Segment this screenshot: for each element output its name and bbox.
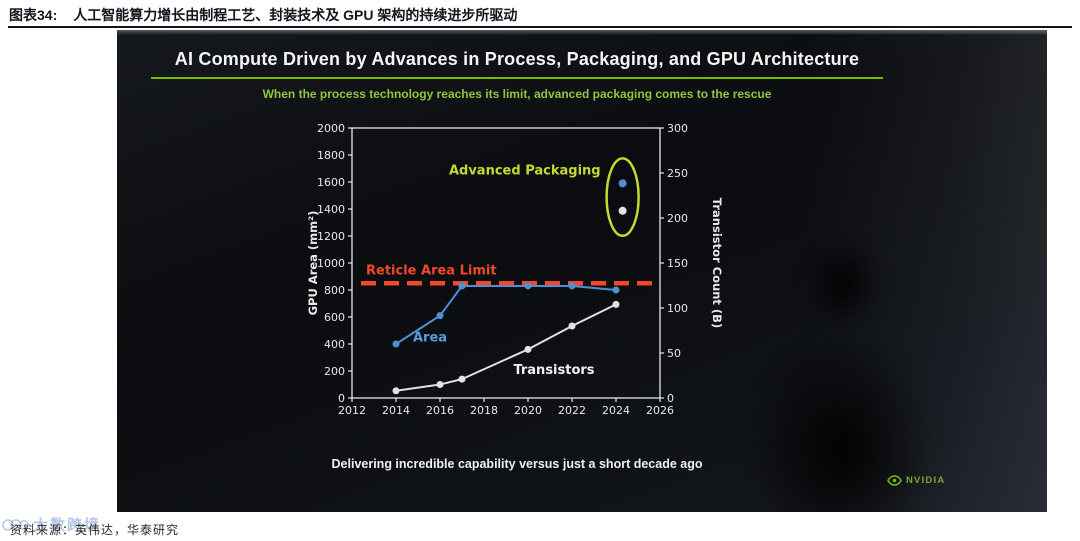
watermark-text: 大数跨境 <box>33 517 102 534</box>
svg-text:200: 200 <box>667 212 688 225</box>
svg-text:2018: 2018 <box>470 404 498 417</box>
series-area <box>392 282 620 348</box>
svg-text:2024: 2024 <box>602 404 630 417</box>
presenter-shadow <box>672 239 992 512</box>
slide-title: AI Compute Driven by Advances in Process… <box>174 49 860 69</box>
advanced-packaging-ellipse <box>605 157 640 238</box>
nvidia-logo: NVIDIA <box>887 475 945 486</box>
watermark-rings-icon <box>2 518 29 531</box>
svg-text:2000: 2000 <box>317 122 345 135</box>
svg-text:2016: 2016 <box>426 404 454 417</box>
left-axis-title: GPU Area (mm²) <box>307 211 320 316</box>
svg-text:2022: 2022 <box>558 404 586 417</box>
slide-photo: AI Compute Driven by Advances in Process… <box>117 30 1047 512</box>
advanced-packaging-label: Advanced Packaging <box>449 163 601 178</box>
advanced-packaging-point <box>618 179 627 188</box>
watermark: 大数跨境 <box>2 514 101 535</box>
svg-text:1600: 1600 <box>317 176 345 189</box>
nvidia-wordmark: NVIDIA <box>906 475 946 486</box>
svg-text:600: 600 <box>324 311 345 324</box>
series-transistors <box>392 300 620 395</box>
slide-subtitle: When the process technology reaches its … <box>262 87 772 101</box>
svg-text:0: 0 <box>338 392 345 405</box>
area-series-label: Area <box>413 331 447 346</box>
svg-text:2026: 2026 <box>646 404 674 417</box>
source-line: 资料来源：英伟达，华泰研究 <box>10 523 180 537</box>
svg-text:800: 800 <box>324 284 345 297</box>
reticle-limit-label: Reticle Area Limit <box>366 263 497 278</box>
figure-number: 图表34: <box>9 7 58 23</box>
figure-header: 图表34: 人工智能算力增长由制程工艺、封装技术及 GPU 架构的持续进步所驱动 <box>9 5 517 25</box>
transistors-series-label: Transistors <box>513 363 594 378</box>
slide-caption: Delivering incredible capability versus … <box>331 457 703 471</box>
svg-text:2014: 2014 <box>382 404 410 417</box>
figure-title: 人工智能算力增长由制程工艺、封装技术及 GPU 架构的持续进步所驱动 <box>73 7 518 23</box>
svg-text:1800: 1800 <box>317 149 345 162</box>
nvidia-eye-icon <box>887 475 902 486</box>
header-divider <box>8 26 1072 28</box>
title-underline <box>151 77 883 79</box>
svg-text:300: 300 <box>667 122 688 135</box>
svg-text:2020: 2020 <box>514 404 542 417</box>
svg-text:1000: 1000 <box>317 257 345 270</box>
screen-top-edge <box>117 30 1047 35</box>
svg-text:0: 0 <box>667 392 674 405</box>
svg-text:200: 200 <box>324 365 345 378</box>
svg-text:400: 400 <box>324 338 345 351</box>
svg-text:250: 250 <box>667 167 688 180</box>
advanced-packaging-point <box>618 206 627 215</box>
svg-text:2012: 2012 <box>338 404 366 417</box>
svg-text:1200: 1200 <box>317 230 345 243</box>
svg-text:1400: 1400 <box>317 203 345 216</box>
